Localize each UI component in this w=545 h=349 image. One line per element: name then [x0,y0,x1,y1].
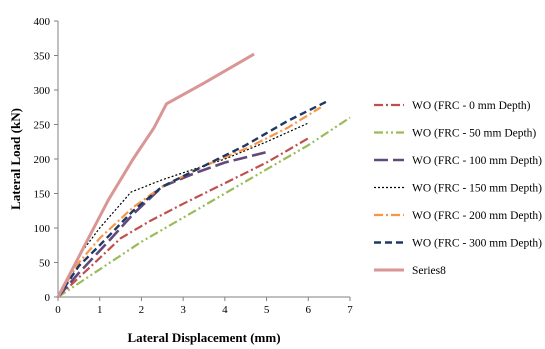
series-line-3 [58,152,267,297]
y-tick-label: 400 [34,16,51,28]
tick-labels: 0 50 100 150 200 250 300 350 400 0 1 2 3 4 5 6 7 [34,16,354,316]
series-line-6 [58,100,329,297]
x-tick-label: 1 [97,304,103,316]
series-lines [58,54,350,297]
legend-label: Series8 [412,265,446,277]
series-line-2 [58,118,350,297]
legend-label: WO (FRC - 100 mm Depth) [412,155,542,167]
x-tick-label: 7 [347,304,353,316]
y-axis-title: Lateral Load (kN) [8,108,23,210]
x-tick-label: 0 [55,304,61,316]
x-tick-label: 2 [139,304,145,316]
x-tick-label: 4 [222,304,228,316]
y-tick-label: 200 [34,154,51,166]
legend-label: WO (FRC - 200 mm Depth) [412,210,542,222]
y-tick-label: 150 [34,189,51,201]
y-tick-label: 50 [39,258,51,270]
x-tick-label: 6 [306,304,312,316]
y-tick-label: 350 [34,51,51,63]
x-tick-label: 3 [180,304,186,316]
legend-label: WO (FRC - 300 mm Depth) [412,238,542,250]
y-tick-label: 250 [34,120,51,132]
x-axis-title: Lateral Displacement (mm) [127,330,280,345]
legend-label: WO (FRC - 50 mm Depth) [412,128,536,140]
legend: WO (FRC - 0 mm Depth) WO (FRC - 50 mm Dep… [374,100,542,277]
y-tick-label: 0 [45,292,51,304]
y-tick-label: 100 [34,223,51,235]
series-line-7 [58,54,254,297]
legend-label: WO (FRC - 150 mm Depth) [412,183,542,195]
legend-label: WO (FRC - 0 mm Depth) [412,100,531,112]
y-tick-label: 300 [34,85,51,97]
x-tick-label: 5 [264,304,270,316]
